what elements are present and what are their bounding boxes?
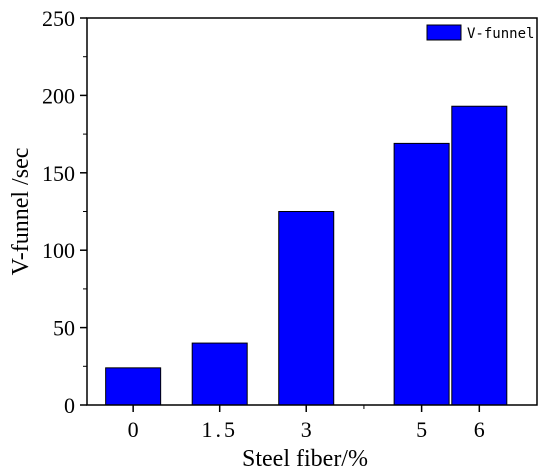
x-tick-label: 3 [301,417,312,442]
bar-1.5 [191,342,248,406]
y-axis-label: V-funnel /sec [8,148,34,276]
legend: V-funnel [426,24,534,42]
x-tick-label: 1.5 [201,417,238,442]
bars-layer [105,105,508,406]
bar-3 [278,211,335,406]
x-axis-label: Steel fiber/% [242,446,368,472]
bar-5 [393,142,450,406]
x-tick-label: 0 [128,417,139,442]
y-tick-label: 100 [42,238,75,263]
bar-6 [451,105,508,406]
y-tick-label: 200 [42,83,75,108]
y-tick-label: 250 [42,6,75,31]
x-tick-label: 6 [474,417,485,442]
y-tick-label: 50 [53,316,75,341]
bar-0 [105,367,162,406]
y-tick-label: 150 [42,161,75,186]
x-tick-label: 5 [416,417,427,442]
y-tick-label: 0 [64,393,75,418]
axes-layer: 0 50 100 150 200 250 0 1.5 3 5 6 [42,6,538,442]
legend-swatch [426,24,462,41]
legend-label: V-funnel [467,26,534,42]
